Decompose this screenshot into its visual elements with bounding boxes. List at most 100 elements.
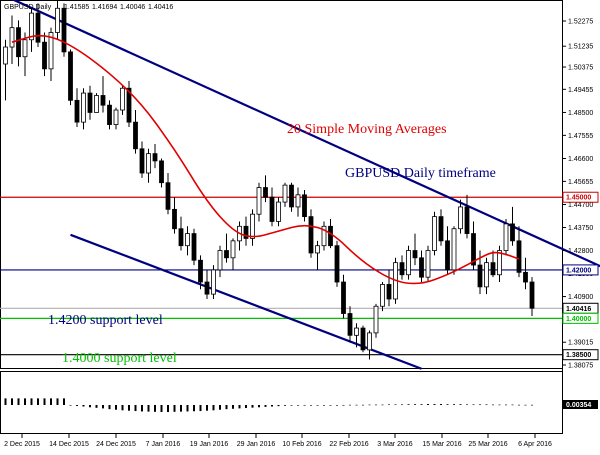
y-tick-label: 1.47555 [568, 133, 593, 140]
candle-body [490, 262, 496, 276]
osc-bar [453, 404, 455, 405]
x-axis-ticks: 2 Dec 2015 14 Dec 2015 24 Dec 2015 7 Jan 20… [4, 434, 552, 448]
osc-value-box [563, 400, 598, 409]
candle [419, 250, 424, 283]
candle-body [263, 187, 268, 198]
price-label: 1.38500 [562, 349, 599, 361]
sma-annotation: 20 Simple Moving Averages [287, 122, 447, 137]
x-tick-label: 15 Mar 2016 [422, 441, 461, 448]
candle-body [172, 208, 177, 230]
osc-bar [479, 404, 481, 406]
candle [230, 238, 236, 270]
x-tick-label: 2 Dec 2015 [4, 441, 40, 448]
osc-bar [30, 398, 33, 405]
osc-bar [128, 405, 130, 411]
candle-body [386, 284, 392, 300]
candle-body [412, 250, 418, 259]
candle [42, 32, 47, 77]
price-label-box [562, 349, 599, 361]
osc-bar [375, 404, 377, 406]
candle-body [367, 332, 372, 351]
candle [3, 39, 8, 101]
candle [120, 85, 125, 115]
candle [113, 107, 119, 130]
osc-bar [407, 404, 410, 405]
support-1400-annotation: 1.4000 support level [62, 351, 177, 366]
candle-body [9, 27, 15, 48]
candle-body [113, 109, 119, 125]
candle-body [159, 160, 164, 184]
osc-bar [63, 398, 65, 405]
osc-bar [147, 405, 150, 412]
candle [289, 182, 294, 212]
price-label-text: 1.40000 [566, 316, 591, 323]
candle [74, 88, 80, 127]
horizontal-levels [0, 196, 562, 356]
candle [497, 245, 502, 283]
osc-bar [180, 405, 182, 412]
osc-bar [115, 405, 117, 410]
candle [87, 85, 93, 120]
candle [503, 219, 509, 256]
osc-bar [518, 404, 520, 406]
osc-bar [17, 398, 20, 405]
osc-bar [43, 398, 46, 405]
osc-bar [401, 404, 403, 406]
osc-bar [141, 405, 143, 412]
candle-body [321, 225, 327, 247]
x-tick-label: 10 Feb 2016 [282, 441, 321, 448]
candle [35, 3, 41, 48]
candle-body [282, 184, 288, 203]
osc-bar [50, 398, 52, 405]
candle-body [211, 269, 216, 295]
candle [458, 199, 463, 234]
y-tick-label: 1.43750 [568, 225, 593, 232]
candle-body [523, 271, 528, 283]
candle-body [354, 327, 359, 336]
candle-body [42, 41, 47, 70]
candle [360, 325, 366, 353]
osc-bar [368, 404, 371, 406]
candle [16, 20, 21, 67]
osc-bar [427, 404, 429, 405]
candle [211, 265, 216, 299]
candle [464, 194, 470, 239]
price-label-text: 1.38500 [566, 352, 591, 359]
osc-bar [414, 404, 416, 405]
osc-bar [271, 405, 273, 407]
candle-body [178, 228, 184, 247]
osc-bar [284, 405, 286, 406]
chart-header: GBPUSD,Daily 1.41585 1.41694 1.40046 1.4… [4, 4, 173, 11]
candle-body [477, 264, 483, 288]
candle-body [328, 225, 333, 247]
candle-body [529, 281, 535, 309]
y-tick-label: 1.45655 [568, 179, 593, 186]
candle [263, 175, 268, 203]
osc-bar [492, 404, 494, 406]
candle-body [74, 99, 80, 123]
x-tick-label: 19 Jan 2016 [190, 441, 229, 448]
candle-body [471, 233, 476, 266]
osc-bar [440, 404, 442, 405]
candle [510, 206, 515, 246]
x-tick-label: 24 Dec 2015 [96, 441, 136, 448]
candle-body [269, 196, 275, 222]
osc-bar [290, 405, 293, 406]
osc-bar [336, 405, 338, 406]
osc-bar [297, 405, 299, 406]
osc-bar [394, 404, 397, 406]
price-label: 1.40000 [562, 312, 599, 324]
candle-body [107, 104, 112, 125]
candle [68, 49, 73, 106]
candle-body [185, 233, 190, 247]
candle-body [425, 250, 431, 278]
y-tick-label: 1.51235 [568, 44, 593, 51]
osc-bar [362, 404, 364, 406]
candle [412, 233, 418, 266]
candle-body [87, 92, 93, 113]
candle [425, 245, 431, 283]
price-label-text: 1.45000 [566, 195, 591, 202]
candle [256, 182, 262, 222]
candle [354, 323, 359, 348]
